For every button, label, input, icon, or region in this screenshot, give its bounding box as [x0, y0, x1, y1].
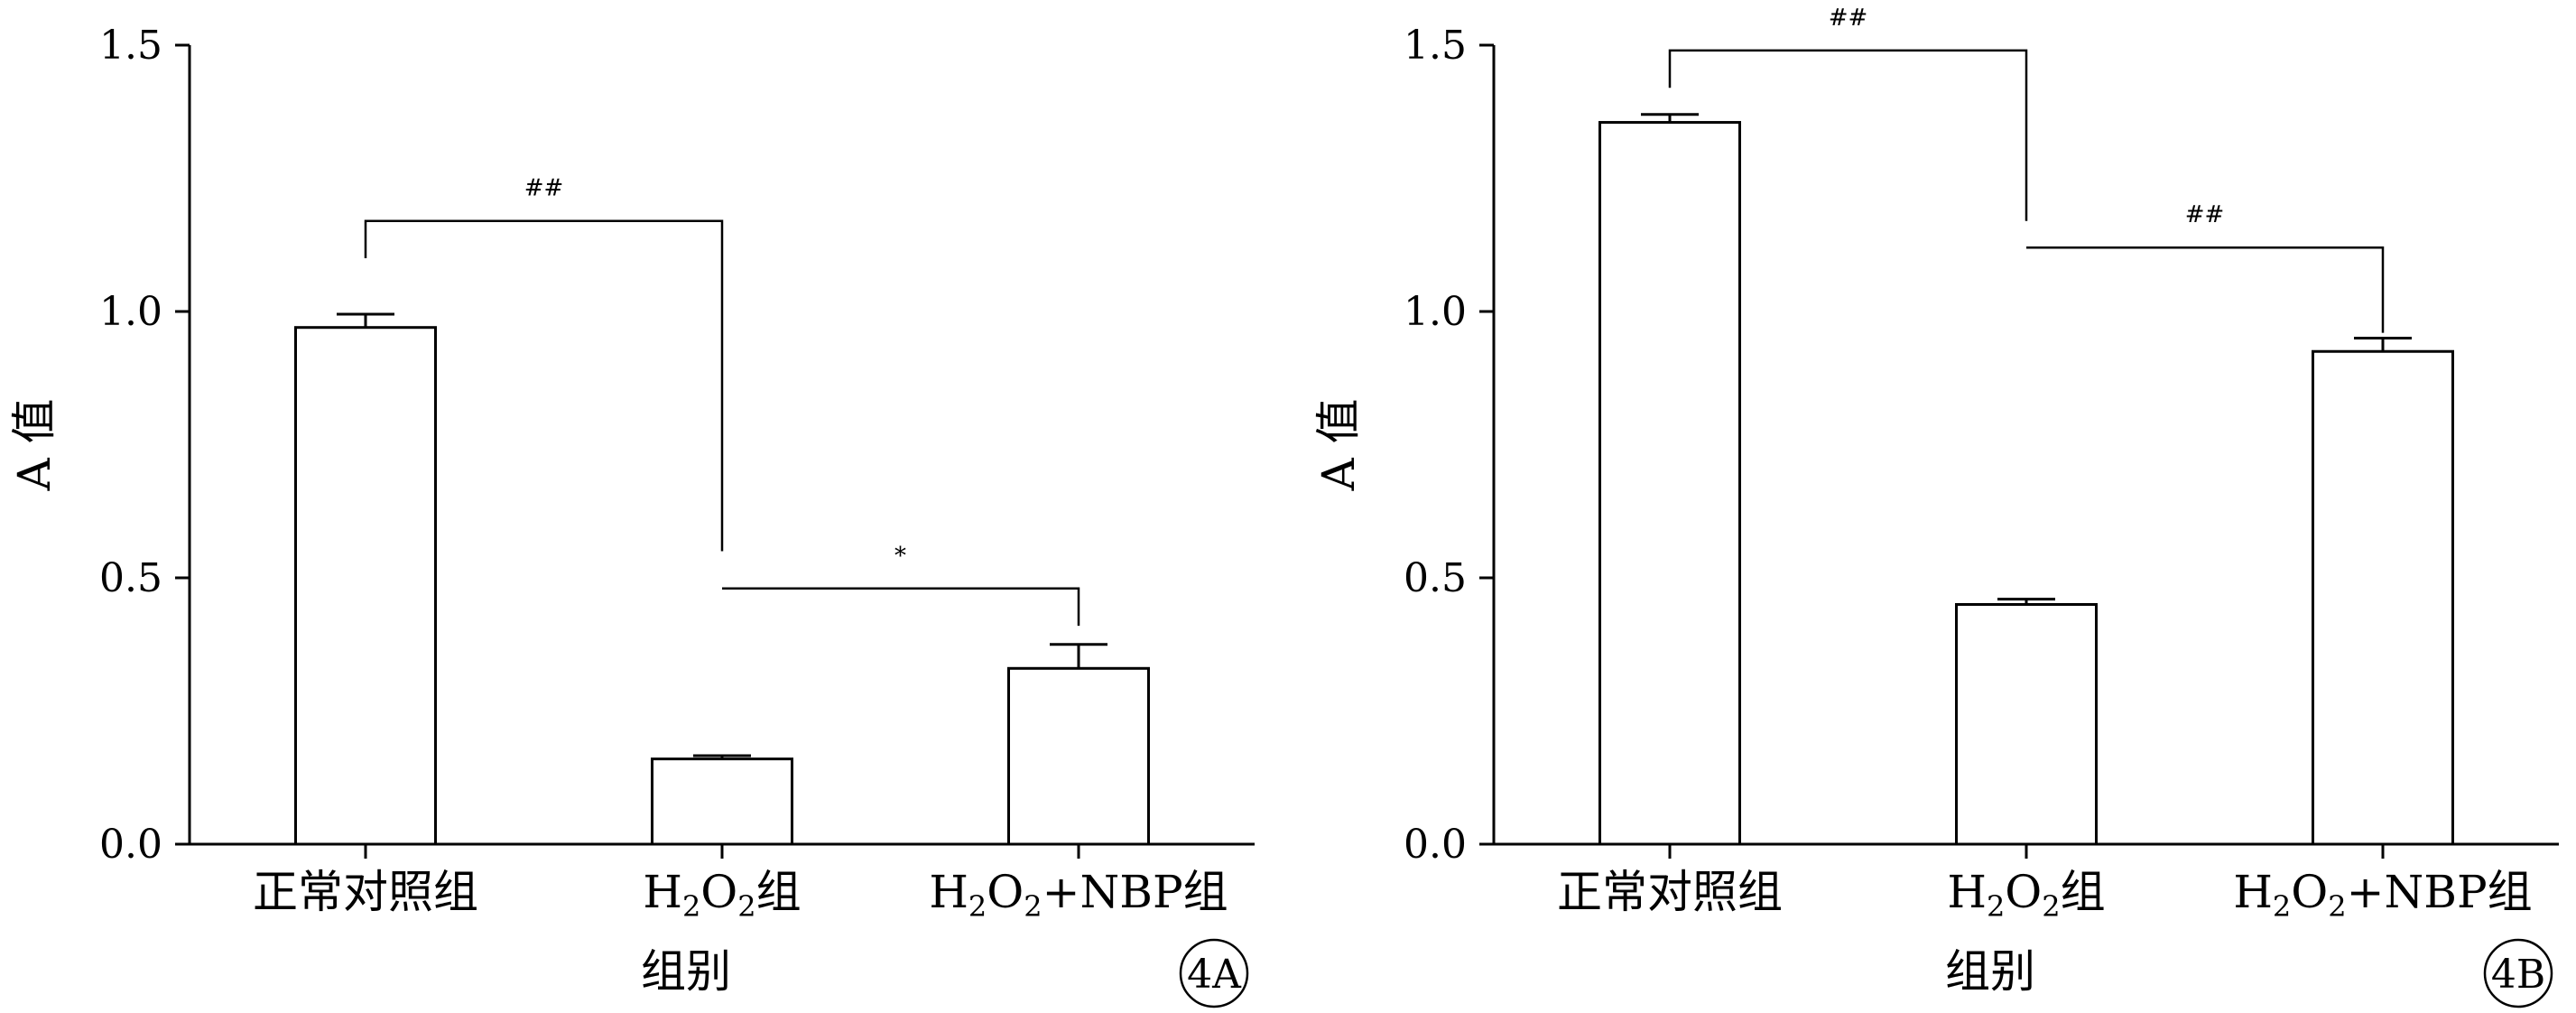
category-label: H2O2+NBP组: [929, 866, 1228, 924]
significance-bracket: [722, 587, 1080, 627]
bar: [294, 326, 437, 846]
y-tick-label: 1.5: [99, 23, 162, 69]
category-label: H2O2+NBP组: [2233, 866, 2532, 924]
panel-4b: 0.0 0.5 1.0 1.5 正常对照组 H2O2组 H2O2+NBP组 ## ## A 值组别…: [1312, 5, 2559, 1008]
y-tick-label: 0.0: [1404, 822, 1467, 868]
panel-label-circle: [2483, 938, 2553, 1008]
significance-label: ##: [2185, 201, 2225, 228]
panel-label: 4B: [2491, 952, 2545, 998]
bar: [651, 757, 793, 846]
y-axis-title: A 值: [1312, 398, 1365, 491]
y-tick-label: 0.0: [99, 822, 162, 868]
y-tick-label: 0.5: [1404, 555, 1467, 601]
significance-label: ##: [1829, 5, 1868, 32]
y-tick-label: 1.0: [99, 289, 162, 335]
bar: [1955, 603, 2098, 846]
panel-4a: 0.0 0.5 1.0 1.5 正常对照组 H2O2组 H2O2+NBP组 ## * A 值组别 4…: [8, 23, 1255, 1008]
x-axis-title: 组别: [641, 945, 731, 998]
category-label: H2O2组: [1947, 866, 2105, 924]
significance-bracket: [364, 219, 724, 552]
category-label: 正常对照组: [1557, 866, 1783, 918]
y-tick-label: 1.5: [1404, 23, 1467, 69]
y-tick-label: 0.5: [99, 555, 162, 601]
bar: [1007, 666, 1150, 846]
panel-label: 4A: [1187, 952, 1242, 998]
significance-bracket: [2026, 246, 2385, 333]
bar: [2312, 349, 2454, 846]
category-label: 正常对照组: [253, 866, 478, 918]
significance-bracket: [1668, 49, 2028, 221]
y-axis-title: A 值: [8, 398, 60, 491]
significance-label: *: [894, 543, 906, 570]
bar: [1598, 121, 1741, 846]
y-tick-label: 1.0: [1404, 289, 1467, 335]
x-axis-title: 组别: [1945, 945, 2035, 998]
category-label: H2O2组: [643, 866, 801, 924]
significance-label: ##: [524, 175, 564, 202]
panel-label-circle: [1179, 938, 1249, 1008]
